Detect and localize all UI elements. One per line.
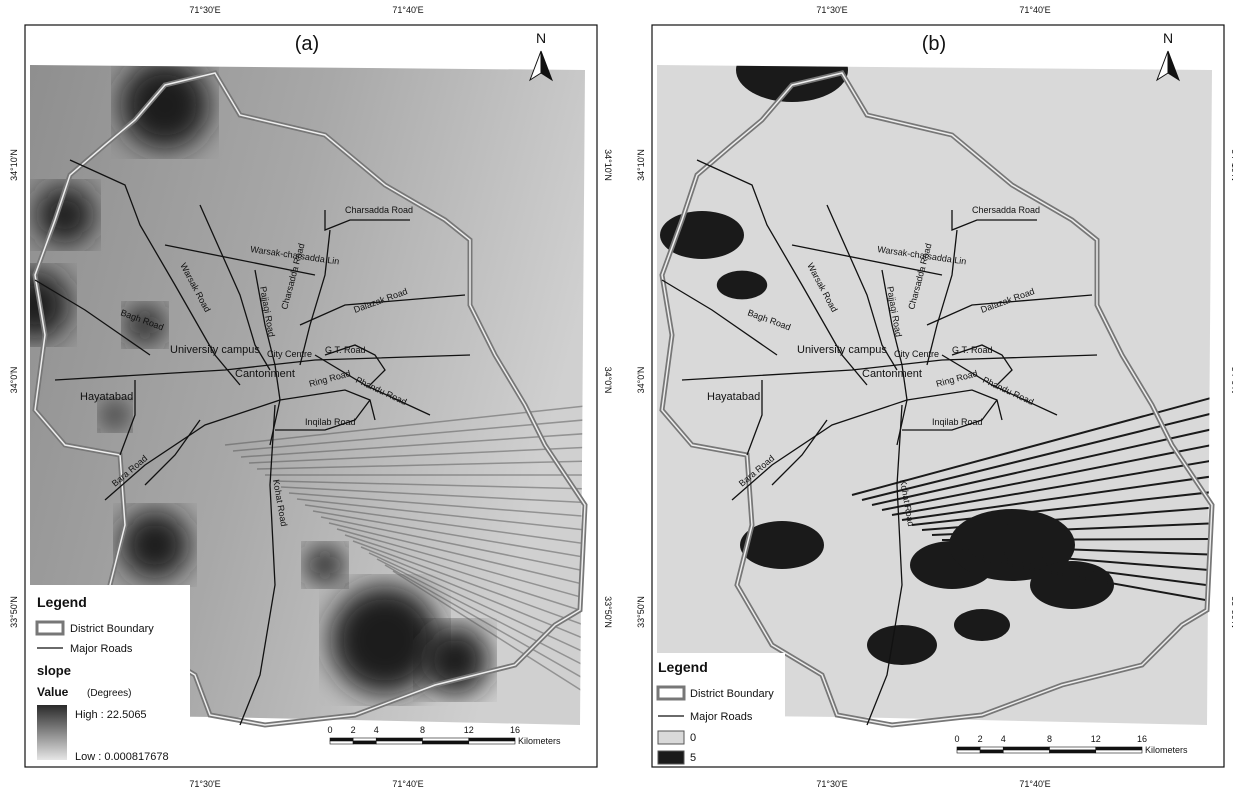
road-label: City Centre bbox=[894, 349, 939, 359]
legend-title: Legend bbox=[658, 659, 708, 675]
scale-unit: Kilometers bbox=[1145, 745, 1188, 755]
road-label: Charsadda Road bbox=[345, 205, 413, 215]
latitude-label: 33°50'N bbox=[636, 596, 646, 628]
legend-swatch bbox=[658, 687, 684, 699]
latitude-label: 34°10'N bbox=[9, 149, 19, 181]
class-streak bbox=[942, 539, 1222, 540]
legend-high: High : 22.5065 bbox=[75, 709, 147, 721]
legend-low: Low : 0.000817678 bbox=[75, 751, 169, 763]
legend-class: 0 bbox=[690, 732, 696, 744]
latitude-label: 33°50'N bbox=[9, 596, 19, 628]
scale-label: 16 bbox=[510, 725, 520, 735]
latitude-label: 34°0'N bbox=[9, 367, 19, 394]
longitude-label: 71°40'E bbox=[392, 779, 423, 789]
latitude-label: 34°10'N bbox=[603, 149, 613, 181]
scale-segment bbox=[330, 738, 353, 741]
scale-label: 4 bbox=[1001, 734, 1006, 744]
legend-value: Value bbox=[37, 685, 69, 699]
road-label: City Centre bbox=[267, 349, 312, 359]
scale-label: 12 bbox=[464, 725, 474, 735]
scale-segment bbox=[469, 738, 515, 741]
scale-segment bbox=[330, 741, 353, 744]
scale-label: 2 bbox=[351, 725, 356, 735]
scale-label: 8 bbox=[1047, 734, 1052, 744]
legend-class-swatch bbox=[658, 731, 684, 744]
longitude-label: 71°30'E bbox=[816, 779, 847, 789]
scale-segment bbox=[1096, 750, 1142, 753]
road-label: Cantonment bbox=[235, 368, 295, 380]
scale-segment bbox=[353, 738, 376, 741]
longitude-label: 71°30'E bbox=[189, 779, 220, 789]
slope-blob bbox=[120, 510, 190, 580]
legend-swatch bbox=[37, 622, 63, 634]
slope-blob bbox=[330, 585, 440, 695]
scale-segment bbox=[1096, 747, 1142, 750]
north-label: N bbox=[1163, 30, 1173, 46]
road-label: G.T. Road bbox=[952, 345, 993, 355]
legend-item: District Boundary bbox=[690, 688, 774, 700]
scale-unit: Kilometers bbox=[518, 736, 561, 746]
legend-item: Major Roads bbox=[690, 711, 753, 723]
scale-segment bbox=[957, 750, 980, 753]
latitude-label: 34°0'N bbox=[636, 367, 646, 394]
scale-segment bbox=[353, 741, 376, 744]
legend-ramp bbox=[37, 705, 67, 760]
road-label: Hayatabad bbox=[707, 391, 760, 403]
scale-segment bbox=[423, 741, 469, 744]
scale-segment bbox=[423, 738, 469, 741]
slope-blob bbox=[305, 545, 345, 585]
scale-segment bbox=[957, 747, 980, 750]
road-label: G.T. Road bbox=[325, 345, 366, 355]
latitude-label: 34°10'N bbox=[636, 149, 646, 181]
scale-label: 0 bbox=[954, 734, 959, 744]
class-patch bbox=[954, 609, 1010, 641]
legend-units: (Degrees) bbox=[87, 688, 131, 699]
longitude-label: 71°30'E bbox=[816, 5, 847, 15]
scale-label: 16 bbox=[1137, 734, 1147, 744]
latitude-label: 33°50'N bbox=[603, 596, 613, 628]
scale-label: 4 bbox=[374, 725, 379, 735]
scale-segment bbox=[980, 747, 1003, 750]
road-label: Chersadda Road bbox=[972, 205, 1040, 215]
scale-segment bbox=[469, 741, 515, 744]
longitude-label: 71°40'E bbox=[392, 5, 423, 15]
class-patch bbox=[717, 271, 767, 300]
scale-segment bbox=[376, 741, 422, 744]
maps: Charsadda RoadWarsak-charsadda LinWarsak… bbox=[0, 0, 1233, 799]
road-label: Inqilab Road bbox=[305, 417, 356, 427]
class-patch bbox=[867, 625, 937, 665]
legend-class-swatch bbox=[658, 751, 684, 764]
road-label: University campus bbox=[797, 344, 887, 356]
legend-item: Major Roads bbox=[70, 643, 133, 655]
panel-label: (a) bbox=[295, 33, 319, 55]
panel-label: (b) bbox=[922, 33, 946, 55]
road-label: Cantonment bbox=[862, 368, 922, 380]
scale-label: 0 bbox=[327, 725, 332, 735]
slope-blob bbox=[100, 400, 130, 430]
road-label: University campus bbox=[170, 344, 260, 356]
scale-segment bbox=[1003, 747, 1049, 750]
scale-label: 8 bbox=[420, 725, 425, 735]
longitude-label: 71°40'E bbox=[1019, 5, 1050, 15]
longitude-label: 71°30'E bbox=[189, 5, 220, 15]
scale-segment bbox=[1050, 750, 1096, 753]
map-panel: Chersadda RoadWarsak-charsadda LinWarsak… bbox=[636, 5, 1233, 789]
legend-class: 5 bbox=[690, 752, 696, 764]
scale-segment bbox=[1050, 747, 1096, 750]
slope-blob bbox=[120, 60, 210, 150]
road-label: Inqilab Road bbox=[932, 417, 983, 427]
scale-segment bbox=[1003, 750, 1049, 753]
north-label: N bbox=[536, 30, 546, 46]
scale-label: 2 bbox=[978, 734, 983, 744]
longitude-label: 71°40'E bbox=[1019, 779, 1050, 789]
scale-label: 12 bbox=[1091, 734, 1101, 744]
road-label: Hayatabad bbox=[80, 391, 133, 403]
scale-segment bbox=[376, 738, 422, 741]
legend-layer: slope bbox=[37, 663, 71, 678]
scale-segment bbox=[980, 750, 1003, 753]
legend-title: Legend bbox=[37, 594, 87, 610]
latitude-label: 34°0'N bbox=[603, 367, 613, 394]
legend-item: District Boundary bbox=[70, 623, 154, 635]
